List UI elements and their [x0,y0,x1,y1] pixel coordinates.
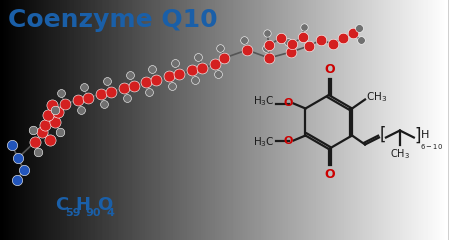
Point [300,25,308,29]
Point [80,85,87,89]
Point [288,42,295,46]
Point [20,168,27,172]
Point [9,143,16,147]
Point [189,68,196,72]
Text: CH$_3$: CH$_3$ [390,148,410,161]
Text: O: O [97,196,112,214]
Point [265,56,273,60]
Point [166,74,173,78]
Point [54,110,62,114]
Point [192,78,199,82]
Point [61,102,68,106]
Point [103,79,110,83]
Point [277,36,285,40]
Point [29,128,36,132]
Text: H: H [421,131,429,140]
Point [130,84,137,88]
Point [51,120,58,124]
Point [220,56,228,60]
Text: O: O [325,168,335,181]
Point [284,40,291,44]
Point [355,26,362,30]
Point [97,92,104,96]
Point [48,103,55,107]
Point [41,123,48,127]
Text: C: C [55,196,68,214]
Point [107,90,114,94]
Point [51,108,58,112]
Text: [: [ [380,126,387,144]
Point [56,130,63,134]
Point [100,102,107,106]
Point [241,38,248,42]
Point [317,38,325,42]
Point [84,96,91,100]
Point [14,156,22,160]
Text: H: H [76,196,91,214]
Text: CH$_3$: CH$_3$ [366,90,387,104]
Point [149,67,156,71]
Point [176,72,183,76]
Point [153,78,160,82]
Point [57,91,64,95]
Point [305,44,313,48]
Point [77,108,84,112]
Point [31,140,39,144]
Text: 4: 4 [106,208,114,218]
Point [120,86,127,90]
Point [357,38,364,42]
Point [123,96,130,100]
Text: $_{6-10}$: $_{6-10}$ [420,143,443,152]
Point [262,46,269,50]
Point [287,50,295,54]
Point [264,31,271,35]
Point [349,31,357,35]
Point [143,80,150,84]
Point [329,42,336,46]
Point [195,55,202,59]
Text: O: O [283,98,293,108]
Point [169,84,176,88]
Point [215,72,222,76]
Point [74,98,81,102]
Text: H$_3$C: H$_3$C [253,136,275,149]
Point [198,66,206,70]
Text: O: O [283,136,293,145]
Text: H$_3$C: H$_3$C [253,95,275,108]
Point [146,90,153,94]
Point [211,62,219,66]
Point [339,36,346,40]
Text: O: O [325,63,335,76]
Text: 59: 59 [65,208,80,218]
Point [243,48,251,52]
Point [46,138,53,142]
Text: ]: ] [415,126,421,144]
Text: Coenzyme Q10: Coenzyme Q10 [8,8,218,32]
Point [13,178,21,182]
Point [216,46,224,50]
Point [299,35,307,39]
Point [126,73,133,77]
Point [265,43,273,47]
Text: 90: 90 [86,208,101,218]
Point [34,150,41,154]
Point [38,130,45,134]
Point [44,113,52,117]
Point [172,61,179,65]
